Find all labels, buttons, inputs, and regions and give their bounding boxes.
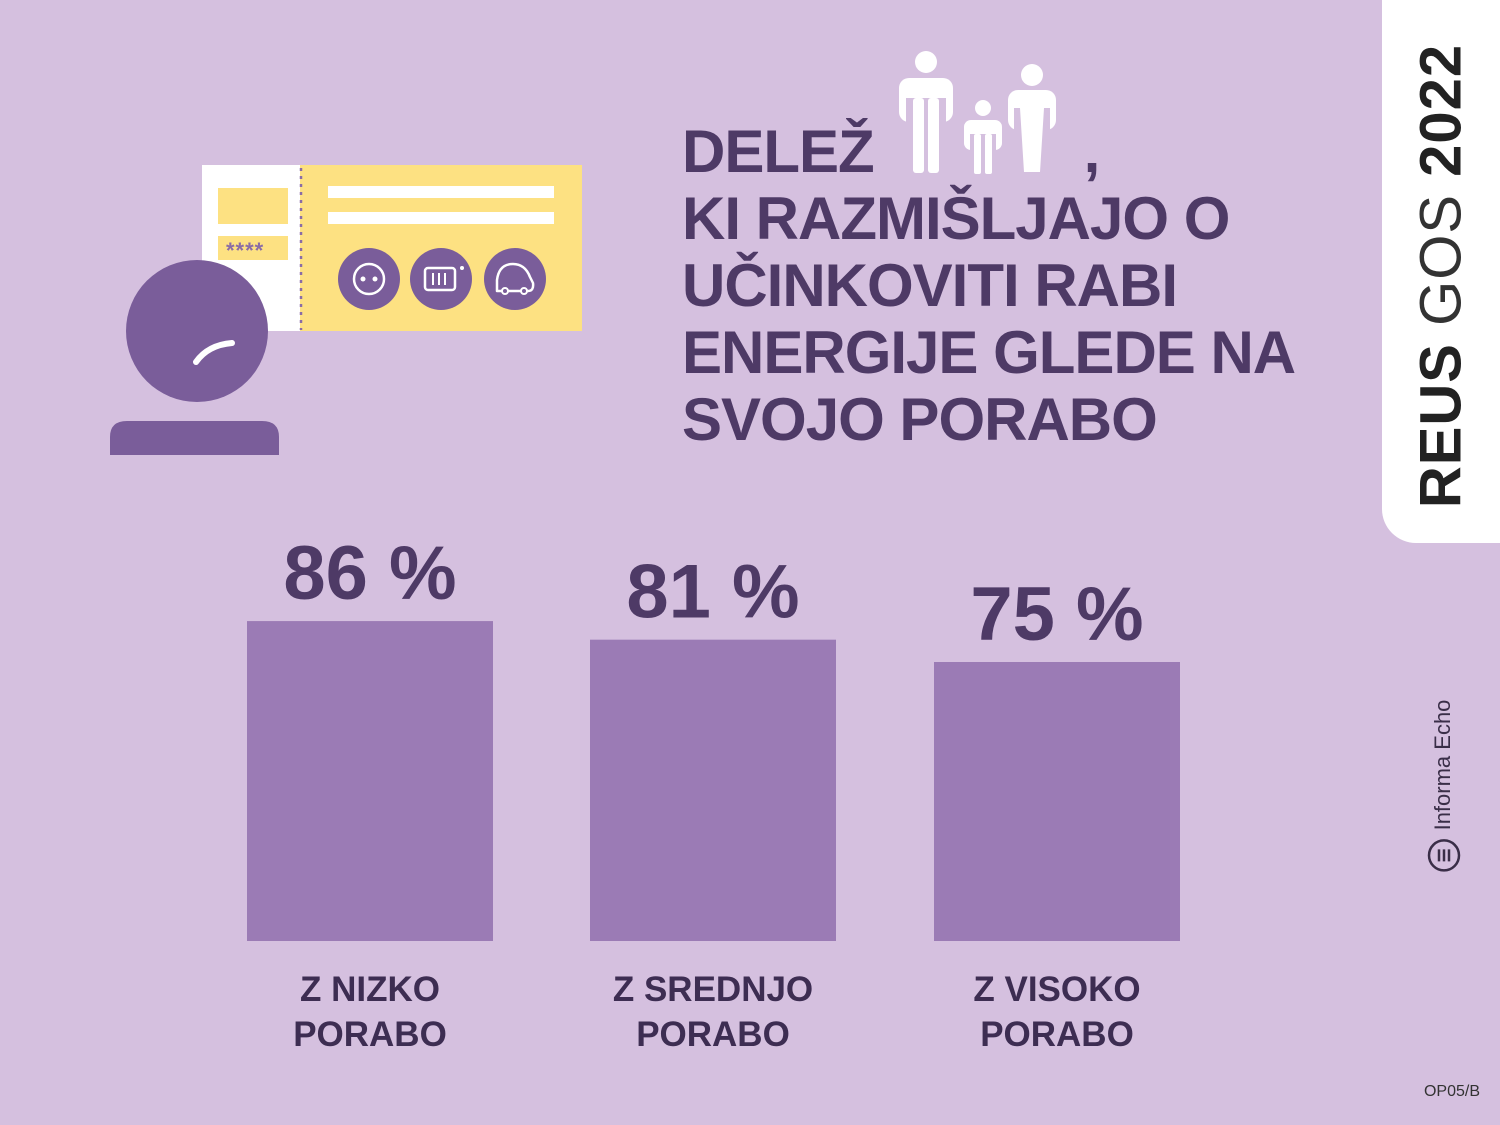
title-line-5: SVOJO PORABO [682,386,1158,453]
bar-chart: 86 % Z NIZKO PORABO 81 % Z SREDNJO PORABO 75 %… [247,531,1180,1054]
card-slot [218,188,288,224]
brand-label: Informa Echo [1427,700,1461,873]
category-label-2-line-2: PORABO [636,1015,790,1054]
value-label-2: 81 % [626,550,799,635]
person-icon [110,260,279,455]
socket-icon [338,248,400,310]
category-label-2-line-1: Z SREDNJO [613,970,813,1009]
value-label-3: 75 % [970,572,1143,657]
title-line-3: UČINKOVITI RABI [682,252,1178,319]
side-tab [1382,0,1500,543]
category-label-1-line-2: PORABO [293,1015,447,1054]
illustration: **** [110,165,582,455]
title-line-4: ENERGIJE GLEDE NA [682,319,1296,386]
category-label-1-line-1: Z NIZKO [300,970,440,1009]
family-icon [899,51,1056,174]
card-stars-box [218,236,288,260]
document-code: OP05/B [1423,1083,1480,1100]
card-line-1 [328,186,554,198]
bar-3 [934,662,1180,941]
value-label-1: 86 % [283,531,456,616]
card-stars: **** [226,238,264,263]
car-icon [484,248,546,310]
title-line-1: DELEŽ, [682,118,1100,185]
informa-echo-logo-icon [1427,839,1461,872]
category-label-3-line-1: Z VISOKO [973,970,1140,1009]
chart-title: DELEŽ, KI RAZMIŠLJAJO O UČINKOVITI RABI … [682,118,1362,453]
category-label-3-line-2: PORABO [980,1015,1134,1054]
bar-1 [247,621,493,941]
bar-2 [590,639,836,941]
radiator-icon [410,248,472,310]
card-line-2 [328,212,554,224]
title-line-2: KI RAZMIŠLJAJO O [682,185,1230,252]
